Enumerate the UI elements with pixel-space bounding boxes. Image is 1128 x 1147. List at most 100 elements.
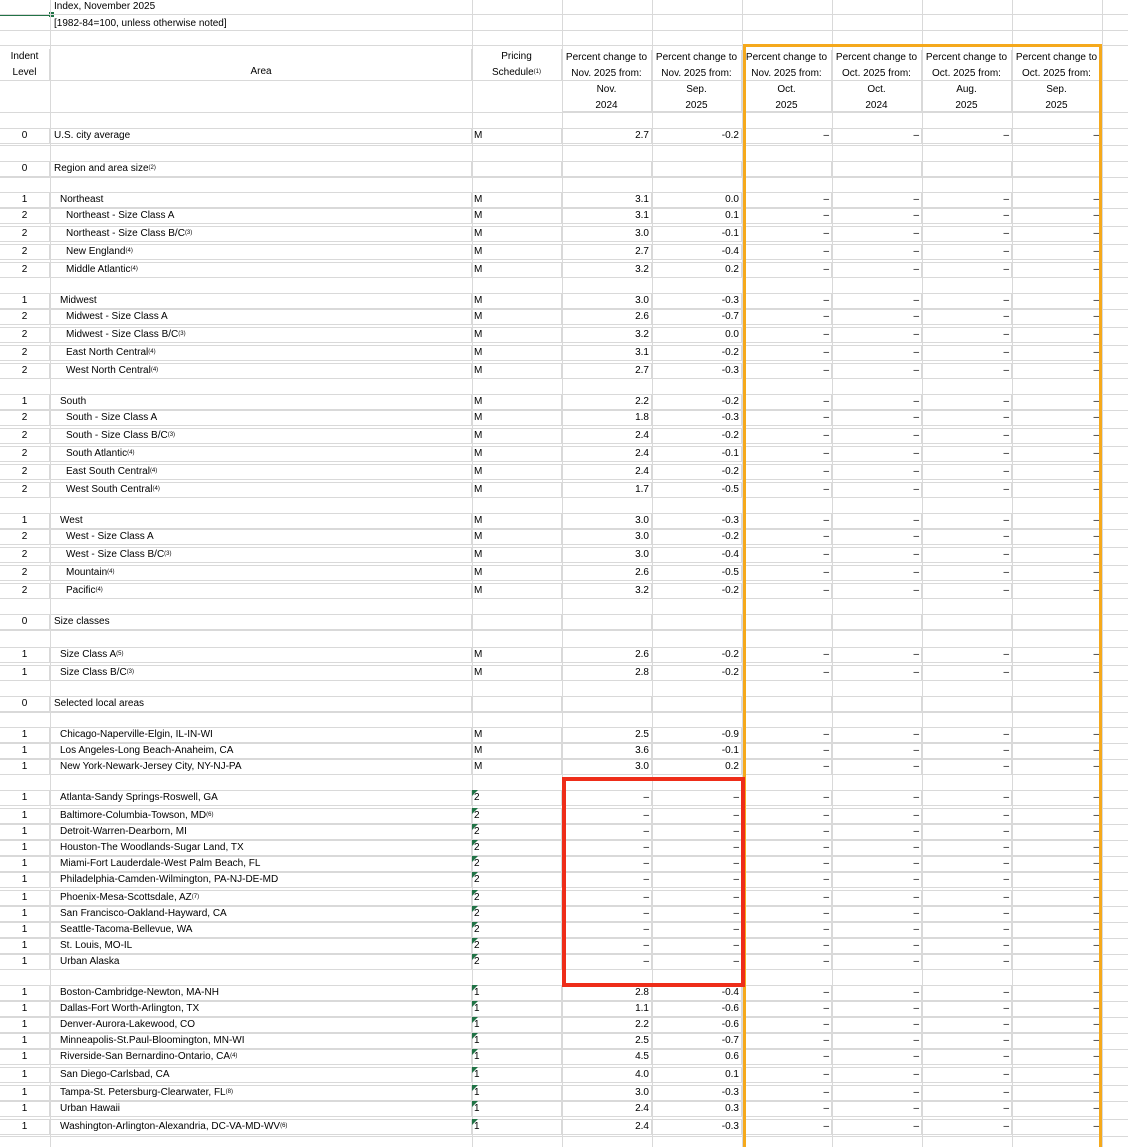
percent-change-cell-2[interactable]: -0.1 (652, 226, 742, 242)
percent-change-cell-6[interactable]: – (1012, 647, 1102, 663)
pricing-schedule-cell[interactable]: 1 (472, 1033, 562, 1049)
percent-change-cell-1[interactable]: – (562, 922, 652, 938)
percent-change-cell-4[interactable]: – (832, 583, 922, 599)
percent-change-cell-3[interactable]: – (742, 583, 832, 599)
percent-change-cell-4[interactable]: – (832, 226, 922, 242)
percent-change-cell-2[interactable]: 0.3 (652, 1101, 742, 1117)
percent-change-cell-3[interactable]: – (742, 226, 832, 242)
percent-change-cell-6[interactable]: – (1012, 759, 1102, 775)
sheet-subtitle[interactable]: [1982-84=100, unless otherwise noted] (54, 18, 227, 29)
percent-change-cell-5[interactable]: – (922, 192, 1012, 208)
indent-level-cell[interactable]: 1 (0, 890, 50, 906)
percent-change-cell-1[interactable]: 2.6 (562, 647, 652, 663)
percent-change-cell-1[interactable]: 3.0 (562, 529, 652, 545)
percent-change-cell-5[interactable]: – (922, 309, 1012, 325)
pricing-schedule-cell[interactable] (472, 614, 562, 630)
pricing-schedule-cell[interactable]: 1 (472, 1101, 562, 1117)
area-name-cell[interactable]: Dallas-Fort Worth-Arlington, TX (51, 1001, 472, 1017)
pricing-schedule-cell[interactable]: M (472, 293, 562, 309)
percent-change-cell-4[interactable] (832, 696, 922, 712)
percent-change-cell-3[interactable]: – (742, 244, 832, 260)
percent-change-cell-3[interactable]: – (742, 759, 832, 775)
percent-change-cell-4[interactable]: – (832, 1119, 922, 1135)
percent-change-cell-3[interactable]: – (742, 327, 832, 343)
percent-change-cell-4[interactable]: – (832, 1033, 922, 1049)
percent-change-cell-2[interactable]: -0.4 (652, 244, 742, 260)
percent-change-cell-3[interactable]: – (742, 565, 832, 581)
percent-change-cell-3[interactable]: – (742, 856, 832, 872)
percent-change-cell-4[interactable]: – (832, 743, 922, 759)
area-name-cell[interactable]: New England (4) (51, 244, 472, 260)
area-name-cell[interactable]: West - Size Class A (51, 529, 472, 545)
pricing-schedule-cell[interactable]: M (472, 410, 562, 426)
percent-change-cell-4[interactable]: – (832, 410, 922, 426)
percent-change-cell-6[interactable]: – (1012, 808, 1102, 824)
header-area[interactable]: Area (51, 49, 472, 81)
percent-change-cell-5[interactable]: – (922, 446, 1012, 462)
indent-level-cell[interactable]: 2 (0, 327, 50, 343)
percent-change-cell-1[interactable]: 3.0 (562, 1085, 652, 1101)
percent-change-cell-6[interactable]: – (1012, 583, 1102, 599)
area-name-cell[interactable]: South - Size Class A (51, 410, 472, 426)
percent-change-cell-6[interactable]: – (1012, 327, 1102, 343)
percent-change-cell-5[interactable]: – (922, 647, 1012, 663)
percent-change-cell-4[interactable]: – (832, 128, 922, 144)
percent-change-cell-2[interactable]: -0.2 (652, 647, 742, 663)
pricing-schedule-cell[interactable]: M (472, 345, 562, 361)
area-name-cell[interactable]: Selected local areas (51, 696, 472, 712)
pricing-schedule-cell[interactable]: M (472, 464, 562, 480)
indent-level-cell[interactable]: 1 (0, 394, 50, 410)
pricing-schedule-cell[interactable]: 2 (472, 808, 562, 824)
percent-change-cell-4[interactable]: – (832, 665, 922, 681)
indent-level-cell[interactable]: 1 (0, 1049, 50, 1065)
percent-change-cell-5[interactable]: – (922, 1033, 1012, 1049)
percent-change-cell-2[interactable]: -0.3 (652, 1085, 742, 1101)
percent-change-cell-6[interactable]: – (1012, 345, 1102, 361)
percent-change-cell-4[interactable]: – (832, 808, 922, 824)
percent-change-cell-6[interactable]: – (1012, 790, 1102, 806)
percent-change-cell-5[interactable]: – (922, 759, 1012, 775)
percent-change-cell-5[interactable]: – (922, 824, 1012, 840)
indent-level-cell[interactable]: 1 (0, 1033, 50, 1049)
area-name-cell[interactable]: South (51, 394, 472, 410)
header-percent-change-6[interactable]: Percent change to Oct. 2025 from: Sep. 2025 (1012, 50, 1102, 112)
area-name-cell[interactable]: Riverside-San Bernardino-Ontario, CA (4) (51, 1049, 472, 1065)
percent-change-cell-2[interactable]: -0.3 (652, 513, 742, 529)
pricing-schedule-cell[interactable]: M (472, 244, 562, 260)
indent-level-cell[interactable]: 1 (0, 665, 50, 681)
percent-change-cell-1[interactable]: 2.8 (562, 985, 652, 1001)
area-name-cell[interactable]: Atlanta-Sandy Springs-Roswell, GA (51, 790, 472, 806)
percent-change-cell-2[interactable]: -0.2 (652, 128, 742, 144)
area-name-cell[interactable]: East South Central (4) (51, 464, 472, 480)
percent-change-cell-3[interactable]: – (742, 464, 832, 480)
percent-change-cell-2[interactable]: -0.2 (652, 345, 742, 361)
pricing-schedule-cell[interactable]: M (472, 647, 562, 663)
percent-change-cell-6[interactable] (1012, 161, 1102, 177)
area-name-cell[interactable]: Phoenix-Mesa-Scottsdale, AZ (7) (51, 890, 472, 906)
percent-change-cell-3[interactable]: – (742, 906, 832, 922)
percent-change-cell-3[interactable]: – (742, 840, 832, 856)
percent-change-cell-6[interactable]: – (1012, 192, 1102, 208)
percent-change-cell-2[interactable]: 0.2 (652, 759, 742, 775)
percent-change-cell-6[interactable]: – (1012, 954, 1102, 970)
percent-change-cell-6[interactable]: – (1012, 547, 1102, 563)
percent-change-cell-5[interactable]: – (922, 482, 1012, 498)
percent-change-cell-5[interactable]: – (922, 872, 1012, 888)
pricing-schedule-cell[interactable]: M (472, 226, 562, 242)
area-name-cell[interactable]: Baltimore-Columbia-Towson, MD (6) (51, 808, 472, 824)
area-name-cell[interactable]: Northeast - Size Class A (51, 208, 472, 224)
percent-change-cell-6[interactable]: – (1012, 727, 1102, 743)
percent-change-cell-1[interactable]: – (562, 790, 652, 806)
indent-level-cell[interactable]: 1 (0, 872, 50, 888)
percent-change-cell-6[interactable]: – (1012, 840, 1102, 856)
header-percent-change-4[interactable]: Percent change to Oct. 2025 from: Oct. 2024 (832, 50, 922, 112)
percent-change-cell-6[interactable]: – (1012, 906, 1102, 922)
header-percent-change-3[interactable]: Percent change to Nov. 2025 from: Oct. 2025 (742, 50, 832, 112)
percent-change-cell-1[interactable]: 3.1 (562, 345, 652, 361)
percent-change-cell-5[interactable]: – (922, 1119, 1012, 1135)
percent-change-cell-5[interactable]: – (922, 856, 1012, 872)
percent-change-cell-2[interactable]: 0.0 (652, 192, 742, 208)
percent-change-cell-1[interactable]: 3.2 (562, 262, 652, 278)
percent-change-cell-1[interactable]: 2.4 (562, 1119, 652, 1135)
